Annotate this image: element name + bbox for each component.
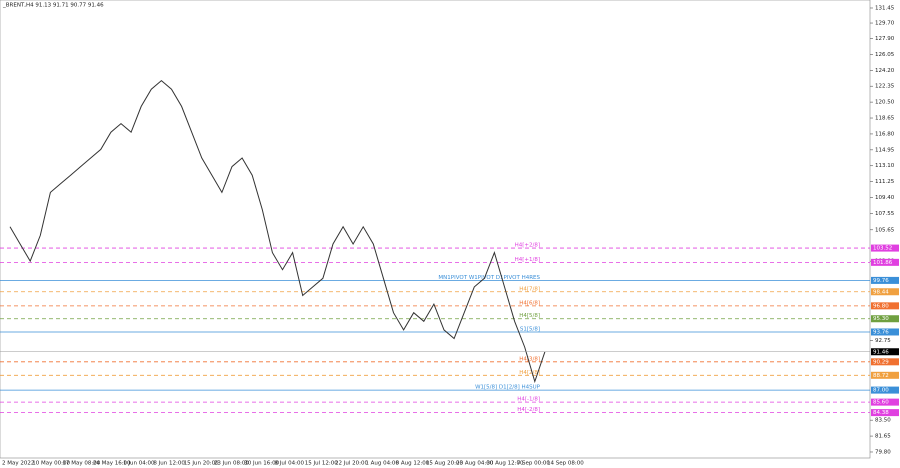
level-price-box — [871, 398, 899, 406]
x-tick-label: 24 May 16:00 — [93, 461, 131, 467]
level-price: 101.86 — [873, 260, 893, 266]
y-tick-label: 122.35 — [875, 84, 895, 90]
level-price-box — [871, 328, 899, 336]
y-tick-label: 79.80 — [875, 449, 891, 455]
x-tick-label: 1 Aug 04:00 — [365, 461, 399, 467]
level-price: 85.60 — [873, 400, 889, 406]
x-tick-label: 23 Jun 08:00 — [214, 461, 249, 467]
x-tick-label: 22 Jul 20:00 — [335, 461, 368, 467]
level-price: 93.76 — [873, 329, 889, 335]
x-tick-label: 30 Aug 12:00 — [486, 461, 524, 467]
y-tick-label: 111.25 — [875, 179, 895, 185]
current-price: 91.46 — [873, 349, 889, 355]
x-tick-label: 2 May 2022 — [2, 461, 34, 467]
level-label: H4[7/8] — [519, 286, 540, 292]
level-label: H4[+1/8] — [515, 257, 540, 263]
level-label: W1[5/8] D1[2/8] H4SUP — [475, 385, 541, 391]
x-tick-label: 15 Jun 20:00 — [184, 461, 219, 467]
level-price: 95.30 — [873, 316, 889, 322]
level-price: 87.00 — [873, 388, 889, 394]
level-price-box — [871, 358, 899, 366]
current-price-box — [871, 348, 899, 356]
y-tick-label: 131.45 — [875, 5, 895, 11]
level-price-box — [871, 371, 899, 379]
y-tick-label: 83.50 — [875, 418, 891, 424]
level-price-box — [871, 386, 899, 394]
x-tick-label: 1 Jun 04:00 — [123, 461, 155, 467]
x-tick-label: 10 May 00:00 — [32, 461, 70, 467]
level-price: 103.52 — [873, 246, 892, 252]
x-tick-label: 17 May 08:00 — [63, 461, 101, 467]
level-label: S1[5/8] — [520, 326, 540, 332]
y-tick-label: 120.50 — [875, 100, 895, 106]
y-tick-label: 114.95 — [875, 147, 895, 153]
level-price-box — [871, 244, 899, 252]
y-tick-label: 92.75 — [875, 338, 891, 344]
level-label: H4[5/8] — [519, 313, 540, 319]
level-price-box — [871, 302, 899, 310]
x-tick-label: 30 Jun 16:00 — [244, 461, 279, 467]
level-price: 96.80 — [873, 303, 889, 309]
x-tick-label: 15 Jul 12:00 — [305, 461, 338, 467]
level-label: H4[3/8] — [519, 356, 540, 362]
level-label: H4[+2/8] — [515, 243, 540, 249]
level-price-box — [871, 315, 899, 323]
level-price: 99.76 — [873, 278, 889, 284]
level-label: MN1PIVOT W1PIVOT D1PIVOT H4RES — [438, 275, 540, 281]
level-price-box — [871, 276, 899, 284]
level-price-box — [871, 409, 899, 417]
x-tick-label: 8 Jun 12:00 — [153, 461, 185, 467]
y-tick-label: 129.70 — [875, 21, 895, 27]
y-tick-label: 124.20 — [875, 68, 895, 74]
level-price: 98.44 — [873, 289, 889, 295]
y-tick-label: 81.65 — [875, 434, 891, 440]
y-tick-label: 109.40 — [875, 195, 895, 201]
level-label: H4[-2/8] — [517, 407, 540, 413]
x-tick-label: 23 Aug 04:00 — [456, 461, 494, 467]
level-price: 88.72 — [873, 373, 889, 379]
y-tick-label: 113.10 — [875, 163, 895, 169]
level-price: 84.38 — [873, 410, 889, 416]
y-tick-label: 126.05 — [875, 52, 895, 58]
level-price: 90.29 — [873, 359, 889, 365]
plot-frame — [0, 0, 871, 459]
x-tick-label: 14 Sep 08:00 — [547, 461, 584, 467]
x-tick-label: 8 Jul 04:00 — [275, 461, 305, 467]
y-tick-label: 107.55 — [875, 211, 895, 217]
level-price-box — [871, 258, 899, 266]
x-tick-label: 7 Sep 00:00 — [517, 461, 551, 467]
y-tick-label: 127.90 — [875, 36, 895, 42]
y-tick-label: 118.65 — [875, 116, 895, 122]
x-tick-label: 8 Aug 12:00 — [396, 461, 430, 467]
price-line — [9, 79, 546, 384]
level-label: H4[6/8] — [519, 300, 540, 306]
level-price-box — [871, 288, 899, 296]
y-tick-label: 105.65 — [875, 227, 895, 233]
y-tick-label: 116.80 — [875, 131, 895, 137]
x-tick-label: 15 Aug 20:00 — [426, 461, 464, 467]
level-label: H4[2/8] — [519, 370, 540, 376]
level-label: H4[-1/8] — [517, 397, 540, 403]
chart-title: _BRENT,H4 91.13 91.71 90.77 91.46 — [2, 3, 104, 9]
